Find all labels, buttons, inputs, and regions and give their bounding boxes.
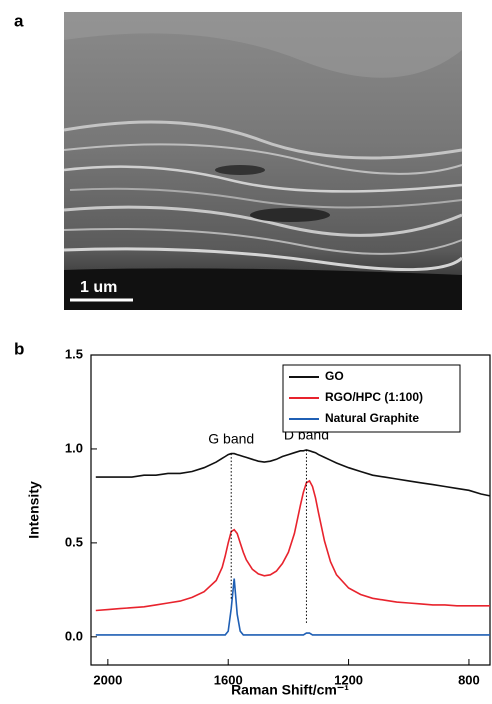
x-axis-title: Raman Shift/cm⁻¹ <box>231 682 349 698</box>
sem-image: 1 um <box>63 12 464 310</box>
y-tick-label: 1.0 <box>65 440 83 455</box>
x-tick-label: 800 <box>458 672 480 687</box>
scale-bar-label: 1 um <box>80 279 117 296</box>
series-line <box>95 449 491 497</box>
series-line <box>95 479 490 612</box>
x-tick-label: 1200 <box>334 672 363 687</box>
plot-frame <box>90 354 491 666</box>
panel-label: a <box>14 11 24 30</box>
annotation: G band <box>208 430 254 446</box>
y-tick-label: 0.5 <box>65 534 83 549</box>
series-line <box>95 578 490 636</box>
x-tick-label: 1600 <box>214 672 243 687</box>
y-tick-label: 1.5 <box>65 346 83 361</box>
panel-label: b <box>14 339 24 358</box>
legend-label: Natural Graphite <box>325 411 419 425</box>
legend-label: GO <box>325 369 344 383</box>
y-tick-label: 0.0 <box>65 628 83 643</box>
x-tick-label: 2000 <box>93 672 122 687</box>
y-axis-title: Intensity <box>26 481 42 539</box>
legend-label: RGO/HPC (1:100) <box>325 390 423 404</box>
